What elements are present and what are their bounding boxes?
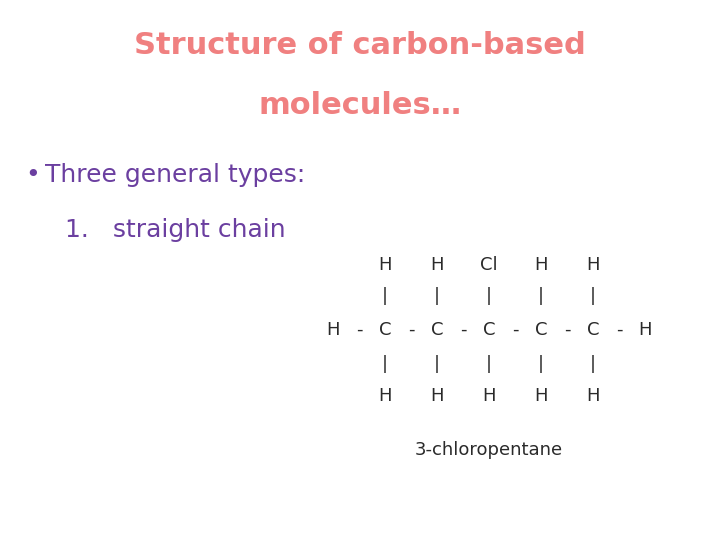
Text: H: H [482,387,496,405]
Text: -: - [356,321,362,339]
Text: |: | [434,355,440,373]
Text: -: - [408,321,414,339]
Text: |: | [590,355,596,373]
Text: -: - [512,321,518,339]
Text: C: C [379,321,391,339]
Text: |: | [538,287,544,305]
Text: C: C [587,321,599,339]
Text: H: H [586,387,600,405]
Text: H: H [431,256,444,274]
Text: H: H [326,321,340,339]
Text: |: | [590,287,596,305]
Text: H: H [534,387,548,405]
Text: -: - [616,321,622,339]
Text: -: - [460,321,467,339]
Text: •: • [25,163,40,187]
Text: C: C [535,321,547,339]
Text: |: | [486,287,492,305]
Text: |: | [486,355,492,373]
Text: |: | [382,355,388,373]
Text: -: - [564,321,570,339]
Text: molecules…: molecules… [258,91,462,119]
Text: |: | [382,287,388,305]
Text: 1.   straight chain: 1. straight chain [65,218,286,242]
Text: Structure of carbon-based: Structure of carbon-based [134,30,586,59]
Text: 3-chloropentane: 3-chloropentane [415,441,563,459]
Text: H: H [431,387,444,405]
Text: Cl: Cl [480,256,498,274]
Text: H: H [638,321,652,339]
Text: C: C [482,321,495,339]
Text: Three general types:: Three general types: [45,163,305,187]
Text: H: H [534,256,548,274]
Text: H: H [378,387,392,405]
Text: H: H [378,256,392,274]
Text: C: C [431,321,444,339]
Text: |: | [538,355,544,373]
Text: H: H [586,256,600,274]
Text: |: | [434,287,440,305]
